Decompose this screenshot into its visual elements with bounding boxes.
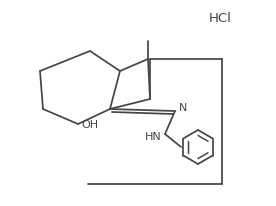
Text: HCl: HCl xyxy=(209,12,232,24)
Text: OH: OH xyxy=(81,119,99,129)
Text: HN: HN xyxy=(145,131,161,141)
Text: N: N xyxy=(179,103,187,112)
